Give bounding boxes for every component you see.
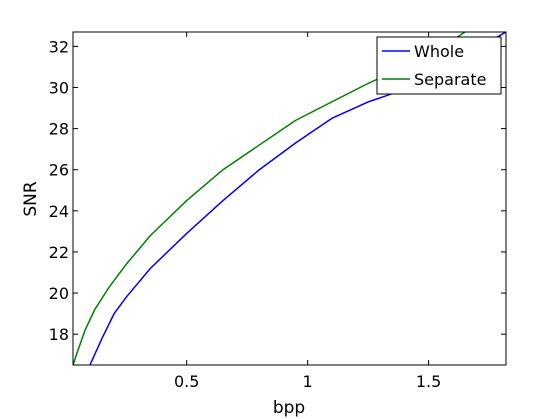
- plot-frame: [72, 31, 507, 366]
- x-tick-label: 0.5: [174, 372, 199, 391]
- legend: Whole Separate: [376, 36, 502, 95]
- y-axis-title: SNR: [21, 181, 41, 217]
- y-tick-label: 20: [49, 284, 69, 303]
- y-tick-label: 32: [49, 37, 69, 56]
- legend-box: [376, 36, 502, 95]
- legend-label-separate: Separate: [414, 70, 486, 89]
- y-tick-label: 28: [49, 120, 69, 139]
- y-tick-label: 30: [49, 79, 69, 98]
- y-tick-label: 22: [49, 243, 69, 262]
- x-tick-label: 1: [303, 372, 313, 391]
- y-tick-label: 26: [49, 161, 69, 180]
- y-tick-label: 24: [49, 202, 69, 221]
- x-axis-title: bpp: [273, 398, 305, 418]
- tick-layer: 0.5 1 1.5 18 20 22 24 26 28 30 32: [49, 32, 506, 391]
- legend-label-whole: Whole: [414, 42, 464, 61]
- x-tick-label: 1.5: [416, 372, 441, 391]
- y-tick-label: 18: [49, 325, 69, 344]
